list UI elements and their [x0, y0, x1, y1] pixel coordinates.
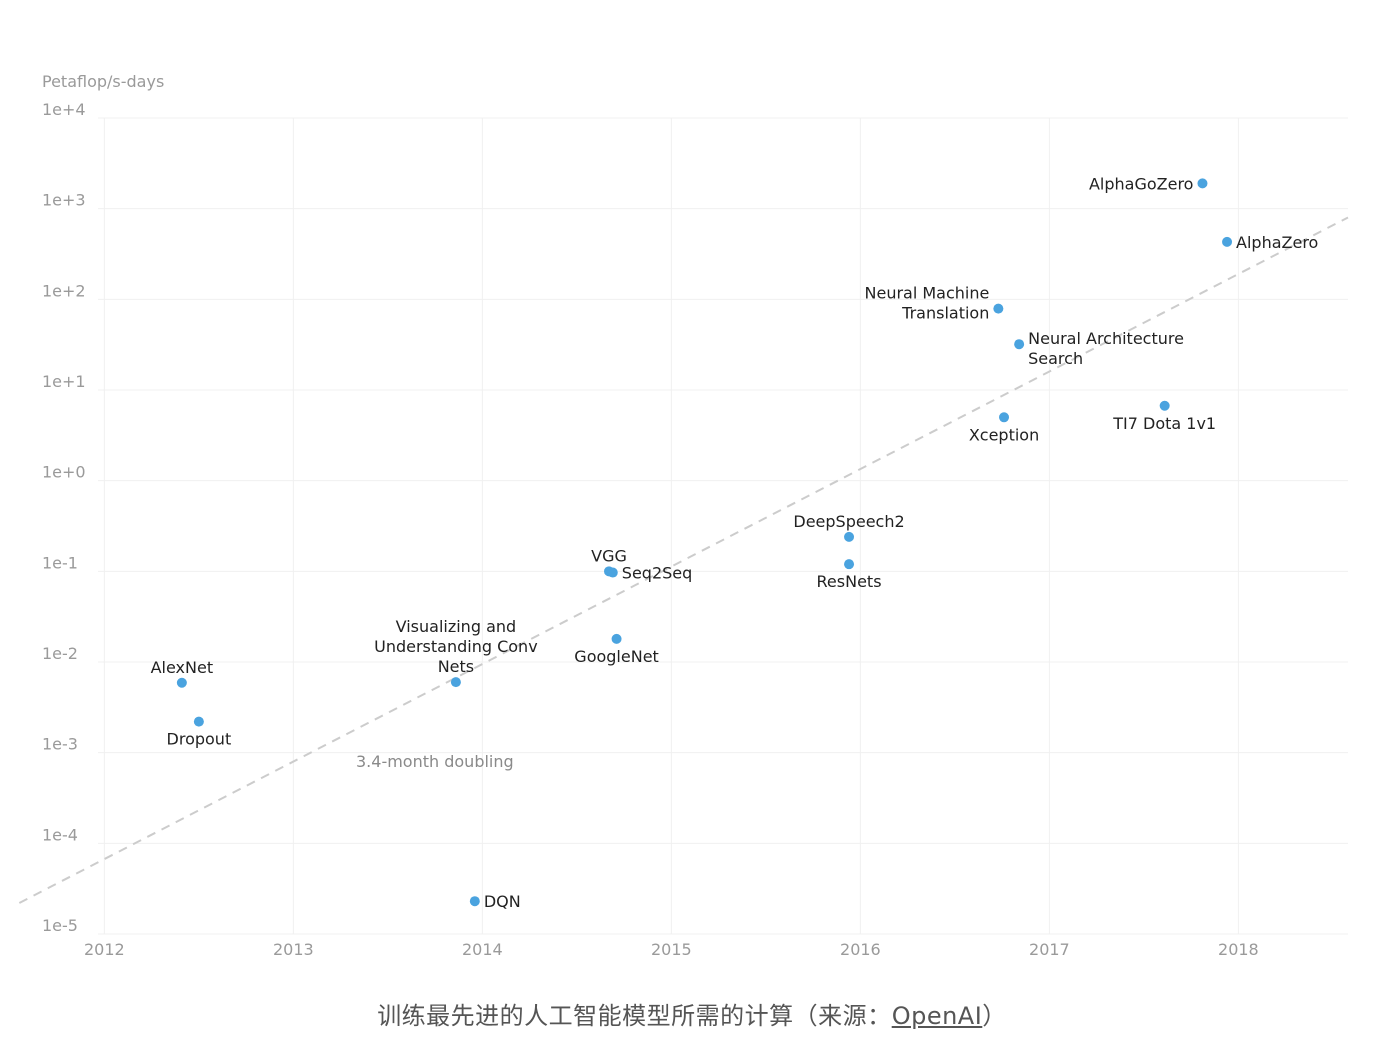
data-point-label: Dropout — [167, 730, 232, 749]
data-point — [450, 677, 461, 688]
data-point-label: Seq2Seq — [622, 564, 693, 583]
data-point — [611, 633, 622, 644]
data-point-label-line: GoogleNet — [574, 647, 659, 666]
data-point-label-line: DQN — [484, 892, 521, 911]
data-point — [193, 716, 204, 727]
y-tick-label: 1e-1 — [42, 553, 78, 572]
data-point-label: DQN — [484, 892, 521, 911]
x-tick-label: 2014 — [462, 940, 503, 959]
data-point — [1197, 178, 1208, 189]
data-point-label-line: ResNets — [817, 572, 882, 591]
data-point-label-line: Neural Machine — [865, 284, 990, 303]
y-tick-label: 1e-2 — [42, 644, 78, 663]
x-tick-label: 2017 — [1029, 940, 1070, 959]
y-tick-label: 1e-5 — [42, 916, 78, 935]
data-points: AlexNet Dropout DQN Visualizing and Understa… — [151, 174, 1319, 911]
compute-scatter-chart: 1e+4 1e+3 1e+2 1e+1 1e+0 1e-1 1e-2 1e-3 1e-4 1e-5… — [18, 72, 1349, 959]
data-point-label-line: AlphaGoZero — [1089, 174, 1194, 193]
data-point-label-line: AlexNet — [151, 658, 214, 677]
data-point-label: Neural Machine Translation — [865, 284, 990, 323]
data-point-label-line: Seq2Seq — [622, 564, 693, 583]
trend-line — [18, 216, 1349, 904]
data-point-label: VGG — [591, 546, 627, 565]
y-tick-label: 1e-4 — [42, 825, 78, 844]
data-point-label: DeepSpeech2 — [793, 512, 904, 531]
data-point — [1222, 236, 1233, 247]
caption-text: 训练最先进的人工智能模型所需的计算（来源： — [377, 1002, 892, 1030]
y-tick-label: 1e+2 — [42, 281, 86, 300]
data-point — [993, 303, 1004, 314]
data-point-label: Neural Architecture Search — [1028, 329, 1184, 368]
x-tick-label: 2012 — [84, 940, 125, 959]
figure-caption: 训练最先进的人工智能模型所需的计算（来源：OpenAI） — [0, 996, 1384, 1031]
data-point-label-line: Dropout — [167, 730, 232, 749]
data-point — [1014, 339, 1025, 350]
data-point — [844, 559, 855, 570]
data-point-label-line: VGG — [591, 546, 627, 565]
data-point-label: AlphaZero — [1236, 233, 1318, 252]
x-tick-label: 2015 — [651, 940, 692, 959]
data-point-label: AlexNet — [151, 658, 214, 677]
data-point-label-line: Translation — [901, 304, 989, 323]
y-tick-label: 1e+4 — [42, 100, 86, 119]
data-point — [1159, 400, 1170, 411]
data-point-label-line: TI7 Dota 1v1 — [1112, 414, 1216, 433]
chart-grid — [98, 117, 1348, 935]
y-tick-label: 1e+3 — [42, 191, 86, 210]
data-point — [844, 531, 855, 542]
data-point-label-line: Understanding Conv — [374, 637, 538, 656]
trend-line-label: 3.4-month doubling — [356, 752, 514, 771]
x-tick-label: 2016 — [840, 940, 881, 959]
data-point-label-line: DeepSpeech2 — [793, 512, 904, 531]
y-axis-label: Petaflop/s-days — [42, 72, 164, 91]
y-tick-label: 1e+1 — [42, 372, 86, 391]
y-tick-label: 1e-3 — [42, 735, 78, 754]
source-link[interactable]: OpenAI — [891, 1002, 983, 1030]
caption-end: ） — [982, 1002, 1007, 1030]
data-point-label-line: Neural Architecture — [1028, 329, 1184, 348]
x-tick-label: 2013 — [273, 940, 314, 959]
data-point-label-line: Search — [1028, 349, 1083, 368]
data-point-label-line: AlphaZero — [1236, 233, 1318, 252]
x-tick-label: 2018 — [1218, 940, 1259, 959]
trend-line-group: 3.4-month doubling — [18, 216, 1349, 904]
data-point-label-line: Xception — [969, 425, 1039, 444]
data-point-label-line: Nets — [438, 657, 474, 676]
data-point — [999, 412, 1010, 423]
data-point-label: TI7 Dota 1v1 — [1112, 414, 1216, 433]
data-point — [607, 567, 618, 578]
data-point-label: Visualizing and Understanding Conv Nets — [374, 617, 538, 676]
data-point-label: AlphaGoZero — [1089, 174, 1194, 193]
data-point-label: Xception — [969, 425, 1039, 444]
data-point-label: GoogleNet — [574, 647, 659, 666]
data-point — [469, 896, 480, 907]
data-point-label: ResNets — [817, 572, 882, 591]
data-point-label-line: Visualizing and — [396, 617, 517, 636]
x-axis-ticks: 2012 2013 2014 2015 2016 2017 2018 — [84, 940, 1259, 959]
y-axis-ticks: 1e+4 1e+3 1e+2 1e+1 1e+0 1e-1 1e-2 1e-3 1e-4 1e-5 — [42, 100, 86, 935]
y-tick-label: 1e+0 — [42, 463, 86, 482]
data-point — [176, 677, 187, 688]
